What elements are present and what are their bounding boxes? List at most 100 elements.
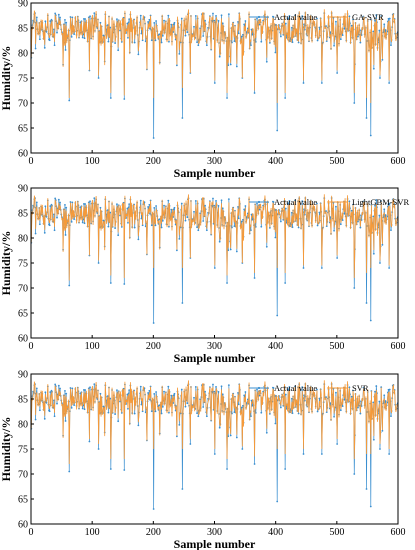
data-point-actual xyxy=(114,42,116,44)
data-point-actual xyxy=(260,411,263,414)
data-point-actual xyxy=(99,206,102,209)
data-point-actual xyxy=(287,202,290,205)
data-point-actual xyxy=(122,16,125,19)
legend-label-actual-value: Actual value xyxy=(274,12,317,22)
data-point-actual xyxy=(359,412,362,415)
data-point-actual xyxy=(167,385,170,388)
data-point-actual xyxy=(59,16,61,19)
data-point-actual xyxy=(88,440,91,443)
data-point-actual xyxy=(341,34,344,37)
legend-marker-actual-value xyxy=(257,386,261,390)
data-point-actual xyxy=(73,218,76,221)
data-point-actual xyxy=(140,217,143,220)
data-point-actual xyxy=(84,389,87,391)
data-point-actual xyxy=(68,99,71,102)
data-point-actual xyxy=(186,31,189,34)
data-point-actual xyxy=(390,229,392,232)
y-tick-label: 60 xyxy=(18,520,28,531)
data-point-actual xyxy=(154,224,157,227)
data-point-actual xyxy=(161,219,164,222)
data-point-actual xyxy=(196,412,198,415)
data-point-actual xyxy=(335,20,337,23)
data-point-actual xyxy=(147,206,150,208)
data-point-actual xyxy=(120,226,123,228)
data-point-actual xyxy=(244,205,247,207)
data-point-actual xyxy=(384,214,387,216)
data-point-actual xyxy=(213,390,216,393)
data-point-actual xyxy=(284,282,287,284)
data-point-actual xyxy=(205,415,208,418)
data-point-actual xyxy=(199,27,202,30)
data-point-actual xyxy=(297,226,300,229)
data-point-actual xyxy=(97,448,100,450)
data-point-actual xyxy=(290,397,293,400)
y-tick-label: 75 xyxy=(18,74,28,85)
y-tick-label: 65 xyxy=(18,495,28,506)
data-point-actual xyxy=(54,197,57,200)
data-point-actual xyxy=(335,391,337,394)
data-point-actual xyxy=(35,387,38,390)
data-point-actual xyxy=(213,267,216,269)
data-point-actual xyxy=(348,200,351,203)
data-point-actual xyxy=(199,212,202,215)
data-point-actual xyxy=(89,15,91,18)
data-point-actual xyxy=(260,40,263,43)
data-point-actual xyxy=(109,97,112,99)
data-point-actual xyxy=(258,394,261,397)
data-point-actual xyxy=(339,409,342,412)
data-point-actual xyxy=(218,55,221,58)
data-point-actual xyxy=(350,395,353,398)
data-point-actual xyxy=(93,197,96,200)
data-point-actual xyxy=(374,19,376,22)
data-point-actual xyxy=(204,390,206,393)
data-point-actual xyxy=(45,215,48,218)
data-point-actual xyxy=(117,420,120,423)
data-point-actual xyxy=(241,448,244,450)
data-point-actual xyxy=(320,453,323,455)
data-point-actual xyxy=(56,216,58,219)
data-point-actual xyxy=(147,392,150,394)
chart-panel-3: 60 65 70 75 80 85 90 0 100 200 300 400 500 600 Sample … xyxy=(0,370,406,550)
data-point-actual xyxy=(244,391,247,393)
data-point-actual xyxy=(279,406,282,409)
data-point-actual xyxy=(276,500,279,503)
data-point-actual xyxy=(384,400,387,402)
data-point-actual xyxy=(215,200,217,202)
y-tick-label: 90 xyxy=(18,0,28,10)
data-point-actual xyxy=(282,218,285,221)
data-point-actual xyxy=(372,401,375,404)
data-point-actual xyxy=(106,209,109,212)
data-point-actual xyxy=(57,13,60,16)
data-point-actual xyxy=(149,212,151,215)
data-point-actual xyxy=(53,28,55,31)
data-point-actual xyxy=(282,33,285,36)
plot-area xyxy=(31,380,398,510)
data-point-actual xyxy=(359,41,362,44)
data-point-actual xyxy=(160,41,163,44)
data-point-actual xyxy=(212,12,214,15)
data-point-actual xyxy=(272,16,275,18)
data-point-actual xyxy=(288,386,291,388)
data-point-actual xyxy=(237,20,239,23)
data-point-actual xyxy=(152,322,155,324)
data-point-actual xyxy=(184,34,187,37)
data-point-actual xyxy=(184,405,187,408)
data-point-actual xyxy=(194,386,197,388)
data-point-actual xyxy=(161,34,164,37)
data-point-actual xyxy=(291,226,294,229)
data-point-actual xyxy=(147,21,150,23)
data-point-actual xyxy=(44,391,47,394)
data-point-actual xyxy=(71,16,74,19)
data-point-actual xyxy=(227,13,230,16)
data-point-actual xyxy=(231,412,233,415)
data-point-actual xyxy=(44,20,47,23)
data-point-actual xyxy=(38,409,41,412)
data-point-actual xyxy=(197,229,200,232)
data-point-actual xyxy=(265,431,268,434)
data-point-actual xyxy=(348,15,351,18)
data-point-actual xyxy=(73,404,76,407)
y-tick-label: 70 xyxy=(18,99,28,110)
data-point-actual xyxy=(197,44,200,47)
data-point-actual xyxy=(140,32,143,35)
data-point-actual xyxy=(175,435,178,438)
